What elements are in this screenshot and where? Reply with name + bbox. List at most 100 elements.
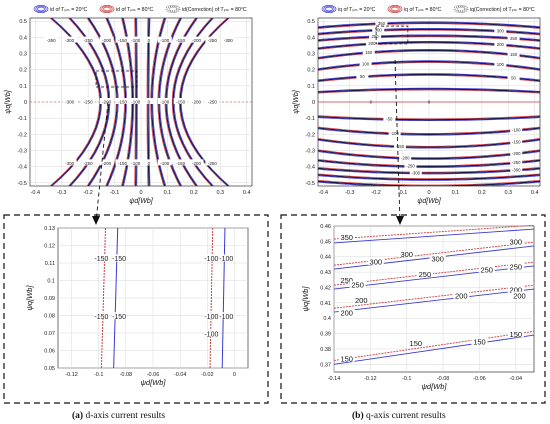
x-tick-label: -0.14 (328, 376, 341, 382)
contour-label-bg (375, 20, 388, 26)
contour-line-q (318, 158, 540, 166)
y-tick-label: 0.5 (307, 19, 315, 25)
contour-label-bg (365, 40, 378, 46)
contour-label-bg (369, 33, 382, 39)
legend-entry: iq(Correction) of Tₚₘ = 80°C (470, 7, 535, 13)
legend-swatch-correction (453, 5, 469, 13)
contour-line-q (318, 87, 540, 92)
caption-b-text: q-axis current results (364, 411, 446, 421)
contour-line-q (318, 127, 540, 135)
contour-label: 50 (511, 76, 516, 81)
contour-label-bg (205, 159, 220, 166)
contour-line-q (318, 50, 540, 60)
contour-label-bg (173, 98, 188, 104)
contour-label: 150 (365, 50, 373, 55)
contour-line-q (318, 180, 540, 186)
contour-label-bg (507, 35, 520, 41)
contour-label-bg (471, 337, 488, 345)
contour-label-bg (62, 36, 77, 43)
contour-label: 100 (497, 62, 505, 67)
contour-label: -150 (118, 100, 128, 105)
contour-label-bg (409, 169, 422, 176)
y-tick-label: -0.4 (18, 165, 27, 171)
zoom-contour-line (333, 265, 535, 290)
contour-label-bg (388, 130, 401, 136)
contour-label-bg (494, 27, 507, 34)
legend-swatch-ring (453, 5, 469, 13)
y-tick-label: -0.5 (306, 181, 315, 187)
contour-label: 350 (340, 233, 353, 242)
y-axis-label: ψq[Wb] (5, 89, 12, 113)
contour-label-bg (62, 98, 77, 104)
contour-label: -150 (112, 314, 126, 321)
x-tick-label: 0.4 (243, 190, 251, 196)
x-tick-label: 0.2 (478, 190, 486, 196)
contour-label-bg (204, 254, 219, 262)
contour-label-bg (510, 166, 523, 173)
contour-label-bg (359, 60, 372, 67)
contour-label-bg (407, 339, 424, 347)
x-tick-label: 0.1 (164, 190, 172, 196)
contour-label: -200 (192, 100, 202, 105)
panel-a-main-chart: -0.4 -0.3 -0.2 -0.1 0 0.1 0.2 0.3 0.4 0.5 0.4 0.3 0.… (5, 17, 253, 205)
contour-label-bg (173, 36, 188, 43)
leader-b-arrow (396, 216, 404, 225)
zoom-contour-line (333, 334, 535, 365)
y-tick-label: 0.1 (307, 84, 315, 90)
contour-line-q (318, 181, 540, 186)
contour-label-bg (141, 159, 156, 166)
contour-label-bg (507, 51, 520, 57)
contour-label-bg (383, 115, 396, 122)
contour-line-q (318, 23, 540, 29)
x-tick-label: 0.2 (190, 190, 198, 196)
y-tick-label: 0 (312, 100, 315, 106)
contour-label-bg (94, 312, 109, 320)
contour-label: -150 (176, 100, 186, 105)
contour-line-q (318, 75, 540, 83)
contour-line-q (318, 115, 540, 121)
contour-label: -150 (118, 161, 128, 166)
y-tick-label: 0.2 (307, 68, 315, 74)
zero-label: 0 (370, 100, 373, 105)
zoom-contour-line (333, 228, 535, 244)
contour-line-q (318, 49, 540, 59)
contour-line-q (318, 139, 540, 149)
x-tick-label: 0.4 (531, 190, 539, 196)
contour-label: -100 (131, 100, 141, 105)
contour-label: 300 (375, 28, 383, 33)
contour-label-bg (510, 150, 523, 156)
contour-label: 200 (510, 285, 523, 294)
y-tick-label: 0.43 (320, 270, 331, 276)
contour-label: -250 (208, 38, 218, 43)
caption-b: (b) q-axis current results (352, 410, 446, 421)
contour-line-q (318, 168, 540, 175)
contour-label-bg (219, 312, 234, 320)
contour-label: 250 (340, 276, 353, 285)
contour-line-q (318, 179, 540, 186)
contour-label-bg (205, 98, 220, 104)
y-tick-label: 0.4 (19, 35, 27, 41)
legend-swatch-t80 (99, 5, 115, 13)
x-tick-label: -0.1 (402, 376, 411, 382)
contour-label: 300 (400, 250, 413, 259)
y-tick-label: 0.41 (320, 301, 331, 307)
contour-label: -150 (396, 144, 405, 149)
y-tick-label: 0.4 (323, 316, 331, 322)
contour-label: 50 (360, 74, 365, 79)
leader-a-arrow (92, 216, 100, 225)
y-tick-label: 0.4 (307, 35, 315, 41)
contour-label-bg (128, 36, 143, 43)
y-tick-label: 0.1 (19, 84, 27, 90)
contour-label: 0 (148, 38, 151, 43)
contour-label-bg (453, 291, 470, 299)
x-tick-label: -0.08 (120, 372, 133, 378)
contour-label: 250 (510, 262, 523, 271)
contour-label-bg (44, 36, 59, 43)
contour-label-bg (507, 237, 524, 245)
contour-label: -300 (224, 38, 234, 43)
contour-label: -150 (112, 256, 126, 263)
contour-label-bg (157, 98, 172, 104)
contour-label-bg (510, 126, 523, 133)
y-tick-label: -0.1 (306, 116, 315, 122)
legend-swatch-ring (391, 6, 399, 12)
